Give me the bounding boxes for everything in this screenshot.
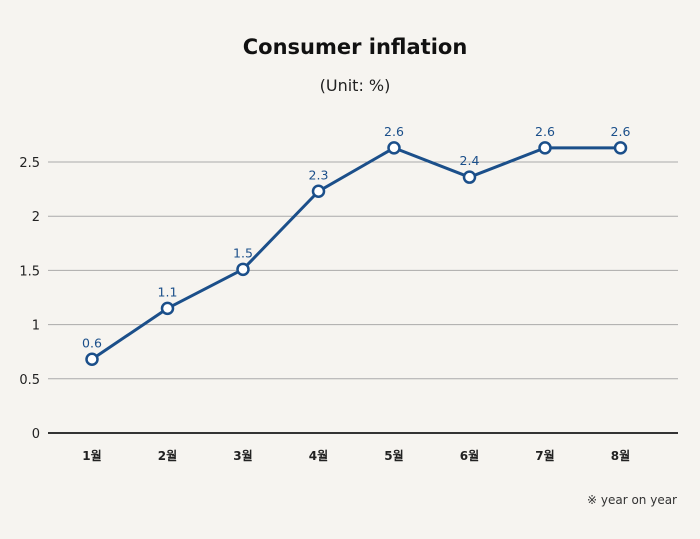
data-label: 1.1 — [158, 284, 178, 299]
series-line — [91, 146, 621, 361]
data-point — [236, 262, 250, 277]
x-tick-label: 6월 — [460, 448, 479, 463]
y-axis-ticks: 0 0.5 1 1.5 2 2.5 — [19, 156, 40, 442]
gridlines — [48, 161, 678, 434]
data-points — [85, 141, 628, 367]
data-labels: 0.6 1.1 1.5 2.3 2.6 2.4 2.6 2.6 — [82, 124, 630, 350]
data-point — [387, 141, 401, 155]
x-tick-label: 5월 — [384, 448, 403, 463]
data-label: 2.3 — [309, 167, 329, 182]
data-point — [85, 352, 99, 367]
x-tick-label: 2월 — [158, 448, 177, 463]
y-tick-label: 0 — [32, 427, 40, 442]
data-point — [538, 141, 552, 155]
data-label: 2.4 — [460, 153, 480, 168]
footnote: ※ year on year — [587, 493, 677, 507]
chart-subtitle: (Unit: %) — [320, 76, 391, 95]
x-tick-label: 1월 — [82, 448, 101, 463]
x-tick-label: 4월 — [309, 448, 328, 463]
y-tick-label: 0.5 — [19, 373, 40, 388]
data-label: 2.6 — [384, 124, 404, 139]
data-label: 0.6 — [82, 335, 102, 350]
series-line-group — [91, 146, 621, 361]
data-label: 2.6 — [535, 124, 555, 139]
x-tick-label: 3월 — [233, 448, 252, 463]
y-tick-label: 1 — [32, 319, 40, 334]
x-tick-label: 8월 — [611, 448, 630, 463]
data-point — [311, 184, 326, 199]
data-label: 1.5 — [233, 245, 253, 260]
y-tick-label: 2.5 — [19, 156, 40, 171]
data-point — [160, 301, 175, 316]
data-point — [462, 170, 477, 184]
x-tick-label: 7월 — [535, 448, 554, 463]
x-axis-ticks: 1월 2월 3월 4월 5월 6월 7월 8월 — [82, 448, 630, 463]
y-tick-label: 2 — [32, 210, 40, 225]
data-label: 2.6 — [611, 124, 631, 139]
data-point — [613, 141, 628, 155]
y-tick-label: 1.5 — [19, 264, 40, 279]
chart-title: Consumer inflation — [243, 35, 468, 59]
